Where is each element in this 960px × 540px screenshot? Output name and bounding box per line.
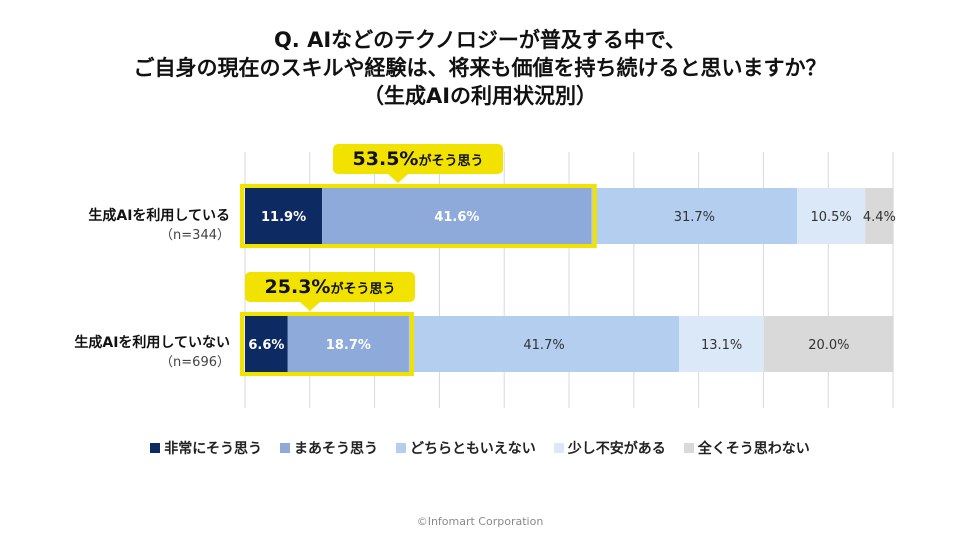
row-label-ai-users-n: （n=344） <box>160 228 230 243</box>
data-label: 41.6% <box>434 210 479 225</box>
callout-bubble <box>333 144 503 174</box>
legend-swatch <box>150 443 161 453</box>
legend-item: どちらともいえない <box>396 438 536 458</box>
data-label: 13.1% <box>701 338 742 353</box>
title-line-3: （生成AIの利用状況別） <box>362 84 598 108</box>
highlight-box <box>240 312 414 376</box>
legend-label: どちらともいえない <box>410 441 536 457</box>
title-line-2: ご自身の現在のスキルや経験は、将来も価値を持ち続けると思いますか？ <box>133 56 827 80</box>
row-label-ai-nonusers: 生成AIを利用していない （n=696） <box>20 334 230 374</box>
bar-segment <box>865 188 894 244</box>
title-line-1: Q. AIなどのテクノロジーが普及する中で、 <box>273 28 687 52</box>
callout-bubble <box>245 272 415 302</box>
data-label: 10.5% <box>810 210 851 225</box>
bar-segment <box>591 188 798 244</box>
callout-text: 53.5%がそう思う <box>353 148 484 170</box>
legend-item: 少し不安がある <box>553 438 666 458</box>
legend-label: 少し不安がある <box>567 441 666 457</box>
legend-item: まあそう思う <box>280 438 378 458</box>
bar-segment <box>679 316 765 372</box>
data-label: 31.7% <box>674 210 715 225</box>
row-label-ai-users-name: 生成AIを利用している <box>88 208 230 224</box>
bar-segment <box>245 188 323 244</box>
bar-segment <box>764 316 894 372</box>
bar-segment <box>245 316 288 372</box>
callout-pointer <box>300 302 320 311</box>
row-label-ai-nonusers-n: （n=696） <box>160 355 230 370</box>
row-label-ai-nonusers-name: 生成AIを利用していない <box>74 335 230 351</box>
copyright-footer: ©Infomart Corporation <box>416 515 544 528</box>
legend-label: まあそう思う <box>294 441 378 457</box>
bar-segment <box>797 188 866 244</box>
legend-item: 非常にそう思う <box>150 438 262 458</box>
row-label-ai-users: 生成AIを利用している （n=344） <box>20 207 230 247</box>
data-label: 11.9% <box>261 210 306 225</box>
data-label: 4.4% <box>863 210 896 225</box>
bar-segment <box>322 188 592 244</box>
highlight-box <box>240 184 597 248</box>
legend-item: 全くそう思わない <box>683 438 810 458</box>
legend-label: 非常にそう思う <box>164 441 262 457</box>
legend-swatch <box>683 443 694 453</box>
chart-title: Q. AIなどのテクノロジーが普及する中で、 ご自身の現在のスキルや経験は、将来… <box>0 26 960 110</box>
callout-text: 25.3%がそう思う <box>265 276 396 298</box>
data-label: 18.7% <box>326 338 371 353</box>
legend-swatch <box>553 443 564 453</box>
legend-swatch <box>396 443 406 453</box>
data-label: 41.7% <box>523 338 564 353</box>
callout-pointer <box>388 174 408 183</box>
legend-label: 全くそう思わない <box>697 441 810 457</box>
legend: 非常にそう思う まあそう思う どちらともいえない 少し不安がある 全くそう思わない <box>0 438 960 458</box>
legend-swatch <box>280 443 290 453</box>
bar-segment <box>287 316 409 372</box>
data-label: 6.6% <box>248 338 284 353</box>
data-label: 20.0% <box>808 338 849 353</box>
bar-segment <box>408 316 680 372</box>
